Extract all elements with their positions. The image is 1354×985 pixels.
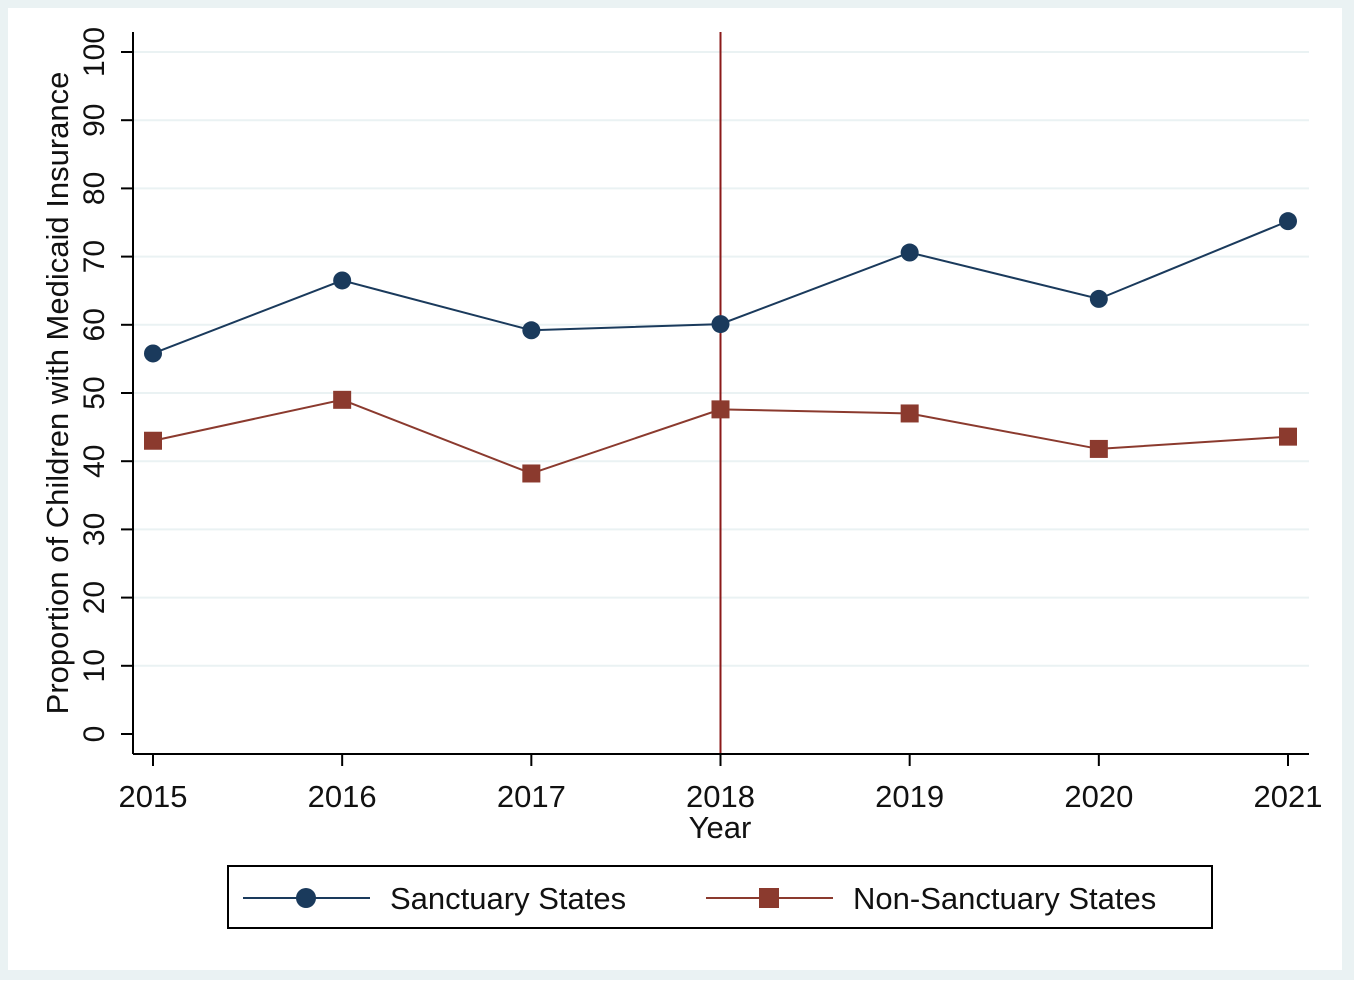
x-tick-label-2021: 2021 [1254,779,1323,814]
x-tick-label-2016: 2016 [308,779,377,814]
y-tick-label-30: 30 [78,513,111,546]
x-tick-label-2019: 2019 [875,779,944,814]
point-1-2016 [333,390,352,409]
x-tick-label-2020: 2020 [1064,779,1133,814]
point-1-2020 [1089,439,1108,458]
point-1-2019 [900,404,919,423]
y-tick-label-10: 10 [78,649,111,682]
x-axis: 2015 2016 2017 2018 2019 2020 2021 [119,754,1323,814]
point-1-2015 [144,431,162,450]
series-0 [144,212,1297,363]
point-0-2015 [144,344,162,363]
point-0-2017 [522,321,541,340]
x-axis-label: Year [689,810,752,845]
x-tick-label-2017: 2017 [497,779,566,814]
y-axis: 0 10 20 30 40 50 60 70 80 90 100 [78,27,133,742]
legend-label-0: Sanctuary States [390,881,626,916]
legend-items: Sanctuary States Non-Sanctuary States [243,881,1156,916]
legend-label-1: Non-Sanctuary States [853,881,1156,916]
x-tick-label-2018: 2018 [686,779,755,814]
y-tick-label-20: 20 [78,581,111,614]
y-tick-label-70: 70 [78,240,111,273]
point-0-2019 [900,243,919,262]
y-tick-label-100: 100 [78,27,111,77]
legend-marker-0 [296,888,316,908]
point-0-2020 [1089,289,1108,308]
point-0-2016 [333,271,352,290]
legend: Sanctuary States Non-Sanctuary States [227,865,1213,929]
legend-marker-1 [759,888,779,908]
series-1 [144,390,1297,483]
x-tick-label-2015: 2015 [119,779,188,814]
y-tick-label-60: 60 [78,308,111,341]
y-tick-label-40: 40 [78,445,111,478]
y-axis-label: Proportion of Children with Medicaid Ins… [40,72,75,715]
point-0-2018 [711,315,730,334]
y-tick-label-50: 50 [78,376,111,409]
series-layer [144,212,1297,483]
y-tick-label-0: 0 [78,726,111,743]
point-1-2021 [1279,427,1297,446]
point-1-2018 [711,400,730,419]
y-tick-label-80: 80 [78,172,111,205]
point-1-2017 [522,464,541,483]
point-0-2021 [1279,212,1297,231]
y-tick-label-90: 90 [78,104,111,137]
